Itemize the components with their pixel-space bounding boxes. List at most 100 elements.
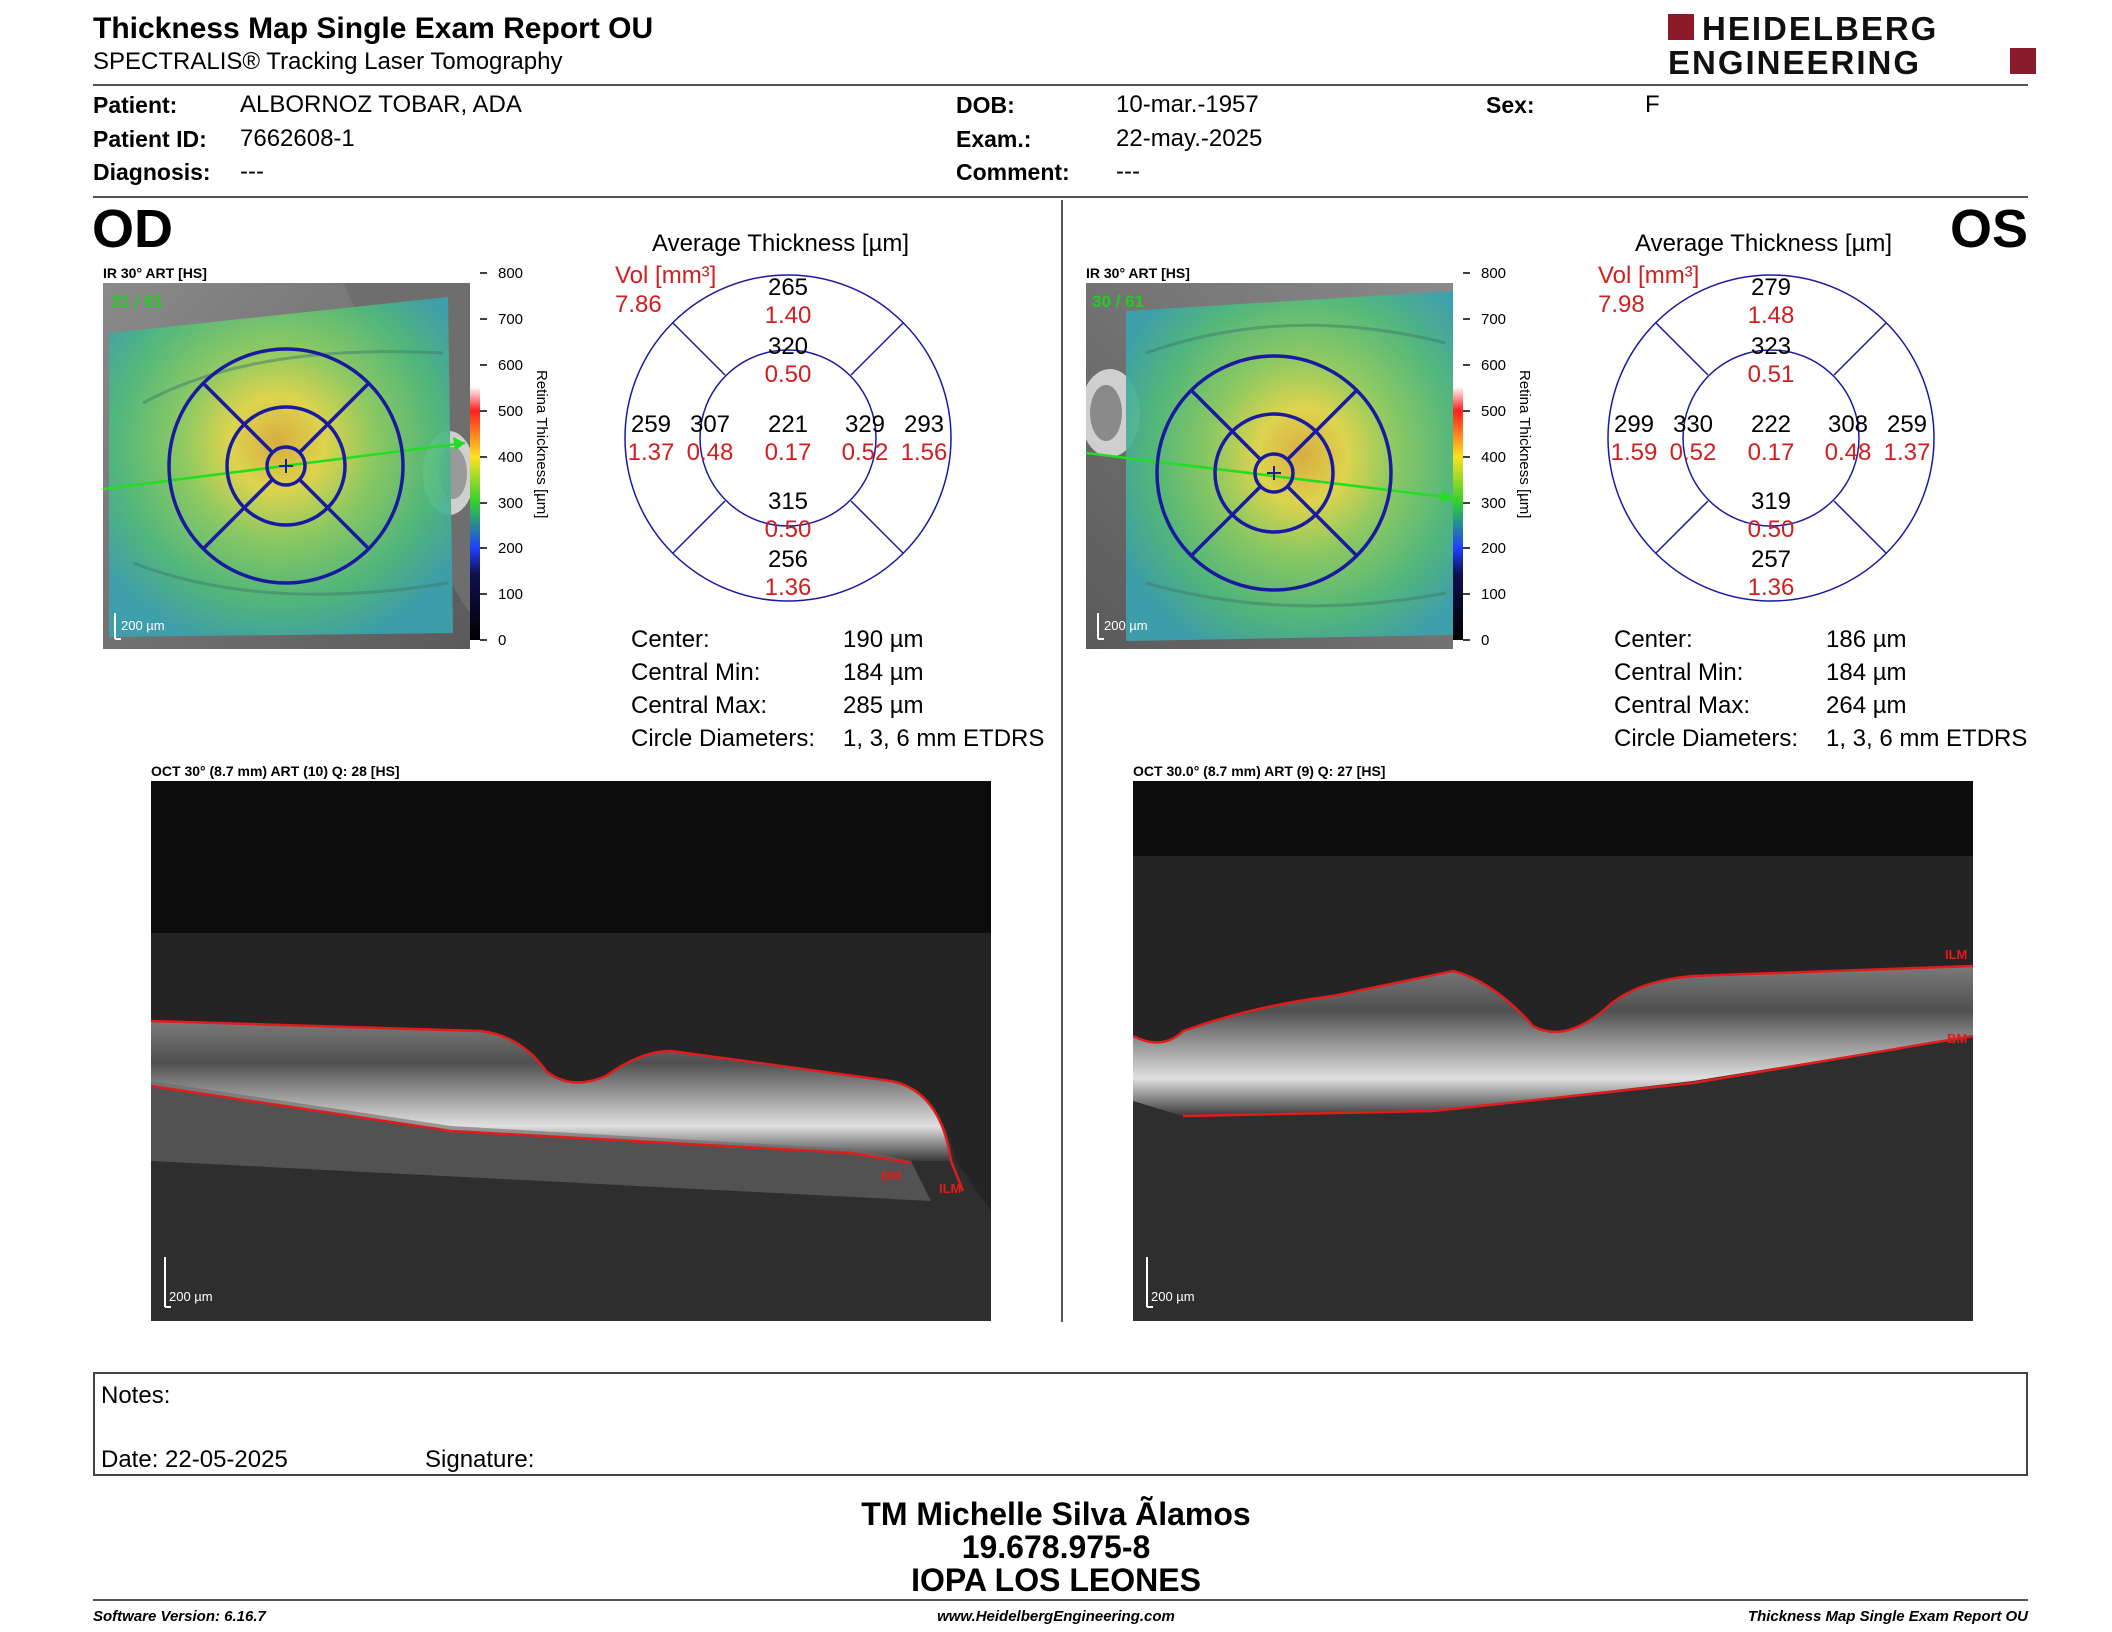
os-ilm-label: ILM bbox=[1945, 947, 1967, 962]
os-oct-scale: 200 µm bbox=[1151, 1289, 1195, 1304]
os-stat-label: Central Max: bbox=[1614, 692, 1751, 719]
os-vol-total: 7.98 bbox=[1598, 291, 1645, 318]
os-outer-left-vol: 1.59 bbox=[1611, 439, 1658, 466]
colorbar-tick: 700 bbox=[498, 311, 523, 328]
patient-id-value: 7662608-1 bbox=[240, 125, 355, 152]
od-thickness-map: 31 / 61 200 µm bbox=[102, 283, 475, 654]
od-avg-title: Average Thickness [µm] bbox=[652, 230, 910, 257]
os-oct-label: OCT 30.0° (8.7 mm) ART (9) Q: 27 [HS] bbox=[1133, 763, 1386, 779]
os-etdrs-grid: 279 1.48 323 0.51 299 1.59 330 0.52 222 … bbox=[1593, 265, 1953, 620]
dob-value: 10-mar.-1957 bbox=[1116, 91, 1259, 118]
os-center: 222 bbox=[1751, 411, 1791, 438]
os-outer-top: 279 bbox=[1751, 274, 1791, 301]
colorbar-title: Retina Thickness [µm] bbox=[1516, 370, 1533, 518]
os-stat-value: 184 µm bbox=[1826, 659, 1907, 686]
od-vol-label: Vol [mm³] bbox=[615, 262, 717, 289]
footer-report-name: Thickness Map Single Exam Report OU bbox=[1747, 1608, 2028, 1625]
patient-rule bbox=[93, 196, 2028, 198]
od-inner-left: 307 bbox=[690, 411, 730, 438]
comment-label: Comment: bbox=[956, 159, 1070, 185]
colorbar-tick: 300 bbox=[1481, 495, 1506, 512]
colorbar-tick: 600 bbox=[498, 357, 523, 374]
od-oct-scale: 200 µm bbox=[169, 1289, 213, 1304]
os-inner-left: 330 bbox=[1673, 411, 1713, 438]
os-frames-label: 30 / 61 bbox=[1092, 292, 1144, 311]
od-outer-bottom: 256 bbox=[768, 546, 808, 573]
diagnosis-value: --- bbox=[240, 158, 264, 185]
colorbar-tick: 300 bbox=[498, 495, 523, 512]
exam-label: Exam.: bbox=[956, 126, 1032, 152]
os-stat-value: 1, 3, 6 mm ETDRS bbox=[1826, 725, 2028, 752]
od-outer-top-vol: 1.40 bbox=[765, 302, 812, 329]
od-inner-bottom-vol: 0.50 bbox=[765, 516, 812, 543]
report-title: Thickness Map Single Exam Report OU bbox=[93, 12, 654, 45]
od-outer-bottom-vol: 1.36 bbox=[765, 574, 812, 601]
os-inner-bottom-vol: 0.50 bbox=[1748, 516, 1795, 543]
os-inner-left-vol: 0.52 bbox=[1670, 439, 1717, 466]
os-inner-top-vol: 0.51 bbox=[1748, 361, 1795, 388]
os-thickness-map: 30 / 61 200 µm bbox=[1080, 283, 1454, 654]
od-inner-top-vol: 0.50 bbox=[765, 361, 812, 388]
od-outer-left: 259 bbox=[631, 411, 671, 438]
os-outer-right: 259 bbox=[1887, 411, 1927, 438]
colorbar-tick: 0 bbox=[1481, 632, 1489, 649]
colorbar-tick: 700 bbox=[1481, 311, 1506, 328]
od-stat-label: Circle Diameters: bbox=[631, 725, 816, 752]
od-stat-value: 190 µm bbox=[843, 626, 924, 653]
os-stat-value: 186 µm bbox=[1826, 626, 1907, 653]
os-ir-label: IR 30° ART [HS] bbox=[1086, 265, 1190, 281]
logo-line2: ENGINEERING bbox=[1668, 44, 1921, 78]
os-stat-label: Circle Diameters: bbox=[1614, 725, 1799, 752]
colorbar-tick: 500 bbox=[1481, 403, 1506, 420]
colorbar-tick: 400 bbox=[498, 449, 523, 466]
od-eye-label: OD bbox=[92, 199, 173, 259]
os-vol-label: Vol [mm³] bbox=[1598, 262, 1700, 289]
od-inner-left-vol: 0.48 bbox=[687, 439, 734, 466]
colorbar-tick: 800 bbox=[498, 265, 523, 282]
comment-value: --- bbox=[1116, 158, 1140, 185]
header-rule bbox=[93, 84, 2028, 86]
website-link[interactable]: www.HeidelbergEngineering.com bbox=[937, 1608, 1175, 1625]
colorbar-tick: 0 bbox=[498, 632, 506, 649]
od-etdrs-grid: 265 1.40 320 0.50 259 1.37 307 0.48 221 … bbox=[610, 265, 970, 620]
od-colorbar: 800 700 600 500 400 300 200 100 0 Retina… bbox=[465, 265, 555, 660]
os-outer-bottom-vol: 1.36 bbox=[1748, 574, 1795, 601]
patient-value: ALBORNOZ TOBAR, ADA bbox=[240, 91, 522, 118]
os-stat-value: 264 µm bbox=[1826, 692, 1907, 719]
software-version: Software Version: 6.16.7 bbox=[93, 1608, 266, 1625]
logo-line1: HEIDELBERG bbox=[1702, 12, 1938, 47]
os-stat-label: Central Min: bbox=[1614, 659, 1744, 686]
eye-divider bbox=[1061, 200, 1063, 1322]
os-outer-top-vol: 1.48 bbox=[1748, 302, 1795, 329]
od-stat-label: Center: bbox=[631, 626, 710, 653]
od-stat-value: 285 µm bbox=[843, 692, 924, 719]
colorbar-tick: 100 bbox=[498, 586, 523, 603]
os-inner-top: 323 bbox=[1751, 333, 1791, 360]
sex-label: Sex: bbox=[1486, 92, 1535, 118]
os-center-vol: 0.17 bbox=[1748, 439, 1795, 466]
report-subtitle: SPECTRALIS® Tracking Laser Tomography bbox=[93, 48, 563, 75]
os-stat-label: Center: bbox=[1614, 626, 1693, 653]
os-inner-right-vol: 0.48 bbox=[1825, 439, 1872, 466]
os-bm-label: BM bbox=[1947, 1031, 1967, 1046]
signer-name: TM Michelle Silva Ãlamos bbox=[861, 1496, 1251, 1532]
patient-label: Patient: bbox=[93, 92, 178, 118]
notes-label: Notes: bbox=[101, 1382, 171, 1409]
os-avg-title: Average Thickness [µm] bbox=[1635, 230, 1893, 257]
od-stat-label: Central Min: bbox=[631, 659, 761, 686]
notes-box[interactable]: Notes: Date: 22-05-2025 Signature: bbox=[93, 1372, 2028, 1476]
od-inner-right: 329 bbox=[845, 411, 885, 438]
od-stat-label: Central Max: bbox=[631, 692, 768, 719]
exam-value: 22-may.-2025 bbox=[1116, 125, 1263, 152]
colorbar-tick: 200 bbox=[1481, 540, 1506, 557]
od-oct-label: OCT 30° (8.7 mm) ART (10) Q: 28 [HS] bbox=[151, 763, 400, 779]
od-stat-value: 1, 3, 6 mm ETDRS bbox=[843, 725, 1045, 752]
od-outer-top: 265 bbox=[768, 274, 808, 301]
od-center-vol: 0.17 bbox=[765, 439, 812, 466]
signer-institution: IOPA LOS LEONES bbox=[911, 1562, 1201, 1598]
colorbar-tick: 600 bbox=[1481, 357, 1506, 374]
os-colorbar: 800 700 600 500 400 300 200 100 0 Retina… bbox=[1448, 265, 1538, 660]
od-scale-label: 200 µm bbox=[121, 618, 165, 633]
od-center: 221 bbox=[768, 411, 808, 438]
od-outer-right: 293 bbox=[904, 411, 944, 438]
